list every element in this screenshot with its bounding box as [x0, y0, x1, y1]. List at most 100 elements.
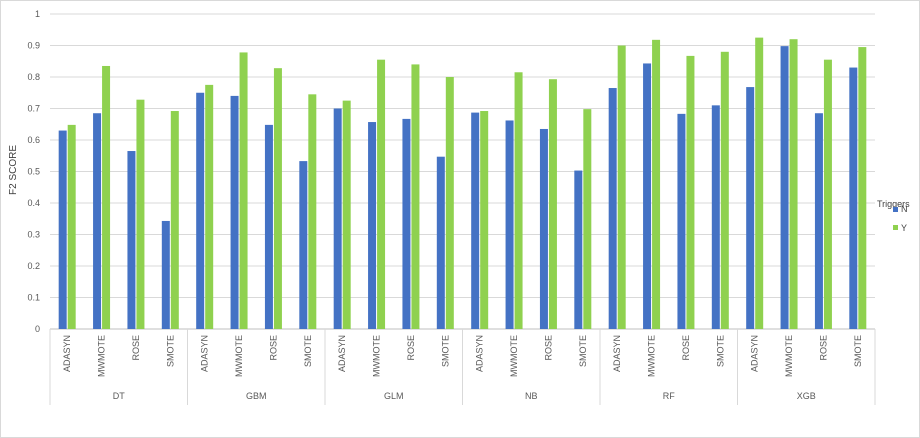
group-label: GLM	[384, 391, 404, 401]
group-label: XGB	[797, 391, 816, 401]
y-tick-label: 0.5	[27, 167, 40, 177]
legend-label-y: Y	[901, 223, 907, 233]
bar-n	[161, 220, 170, 329]
method-tick-label: ADASYN	[475, 335, 485, 372]
method-tick-label: ROSE	[268, 335, 278, 361]
method-tick-label: ROSE	[681, 335, 691, 361]
method-tick-label: ADASYN	[337, 335, 347, 372]
bar-n	[711, 105, 720, 329]
bar-y	[686, 55, 695, 330]
bar-y	[652, 39, 661, 330]
bar-y	[205, 84, 214, 329]
method-tick-label: ROSE	[543, 335, 553, 361]
method-tick-label: ROSE	[406, 335, 416, 361]
bar-y	[445, 77, 454, 329]
bar-y	[858, 47, 867, 329]
bar-y	[67, 124, 76, 329]
method-tick-label: MWMOTE	[509, 335, 519, 377]
bar-n	[436, 156, 445, 329]
y-axis-title: F2 SCORE	[8, 145, 19, 195]
group-label: DT	[113, 391, 125, 401]
method-tick-label: ROSE	[131, 335, 141, 361]
bar-y	[583, 109, 592, 329]
y-tick-label: 0.9	[27, 41, 40, 51]
method-tick-label: SMOTE	[578, 335, 588, 367]
method-tick-label: MWMOTE	[647, 335, 657, 377]
bar-y	[755, 37, 764, 329]
y-tick-label: 0	[35, 324, 40, 334]
group-label: RF	[663, 391, 675, 401]
bar-n	[264, 124, 273, 329]
method-tick-label: SMOTE	[853, 335, 863, 367]
bar-n	[780, 46, 789, 329]
bar-n	[574, 170, 583, 329]
bar-n	[196, 92, 205, 329]
y-tick-label: 0.3	[27, 230, 40, 240]
method-tick-label: SMOTE	[303, 335, 313, 367]
y-tick-label: 0.4	[27, 198, 40, 208]
method-tick-label: SMOTE	[440, 335, 450, 367]
y-axis-ticks: 0 0.1 0.2 0.3 0.4 0.5 0.6 0.7 0.8 0.9 1	[27, 9, 40, 334]
method-tick-label: MWMOTE	[97, 335, 107, 377]
bar-y	[789, 39, 798, 329]
bar-y	[308, 94, 317, 329]
bar-y	[170, 111, 179, 330]
legend: Triggers N Y	[877, 199, 910, 233]
bar-n	[677, 113, 686, 329]
bar-y	[823, 59, 832, 330]
method-tick-label: SMOTE	[715, 335, 725, 367]
method-tick-label: ADASYN	[62, 335, 72, 372]
bar-y	[411, 64, 420, 330]
y-tick-label: 0.1	[27, 293, 40, 303]
legend-swatch-n	[893, 207, 898, 212]
method-tick-label: ROSE	[818, 335, 828, 361]
y-tick-label: 0.2	[27, 261, 40, 271]
x-axis-categories: ADASYN MWMOTE ROSE SMOTE ADASYN MWMOTE ROSE SMO…	[49, 329, 876, 405]
bar-y	[239, 52, 248, 330]
y-tick-label: 0.7	[27, 104, 40, 114]
y-tick-label: 1	[35, 9, 40, 19]
bar-n	[230, 95, 239, 330]
bar-y	[514, 72, 523, 330]
bar-y	[377, 59, 386, 330]
method-tick-label: SMOTE	[165, 335, 175, 367]
bar-n	[849, 67, 858, 330]
bar-n	[333, 108, 342, 329]
bar-n	[608, 88, 617, 330]
legend-label-n: N	[901, 204, 908, 214]
group-label: NB	[525, 391, 538, 401]
legend-swatch-y	[893, 225, 898, 230]
method-tick-label: MWMOTE	[234, 335, 244, 377]
bar-n	[299, 161, 308, 329]
y-tick-label: 0.8	[27, 72, 40, 82]
bar-n	[93, 113, 102, 329]
bar-y	[102, 65, 111, 329]
bar-y	[273, 68, 282, 330]
bar-n	[746, 87, 755, 329]
bar-n	[814, 113, 823, 329]
method-tick-label: ADASYN	[750, 335, 760, 372]
bars	[58, 37, 867, 330]
method-tick-label: MWMOTE	[784, 335, 794, 377]
bar-y	[617, 45, 626, 329]
method-tick-label: ADASYN	[200, 335, 210, 372]
y-tick-label: 0.6	[27, 135, 40, 145]
bar-y	[720, 51, 729, 330]
bar-y	[136, 99, 145, 330]
method-tick-label: ADASYN	[612, 335, 622, 372]
bar-y	[342, 100, 351, 329]
legend-title: Triggers	[877, 199, 910, 209]
group-label: GBM	[246, 391, 267, 401]
bar-n	[402, 118, 411, 330]
bar-y	[548, 79, 557, 329]
bar-n	[505, 120, 514, 329]
bar-n	[471, 112, 480, 329]
bar-n	[368, 122, 377, 329]
bar-n	[539, 128, 548, 329]
bar-n	[58, 130, 67, 329]
bar-n	[127, 151, 136, 329]
bar-y	[480, 111, 489, 330]
method-tick-label: MWMOTE	[372, 335, 382, 377]
